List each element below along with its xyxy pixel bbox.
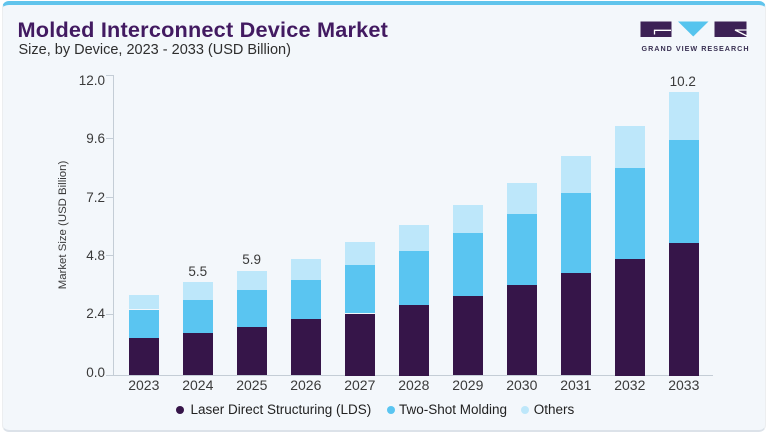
svg-text:GRAND VIEW RESEARCH: GRAND VIEW RESEARCH (642, 44, 750, 53)
